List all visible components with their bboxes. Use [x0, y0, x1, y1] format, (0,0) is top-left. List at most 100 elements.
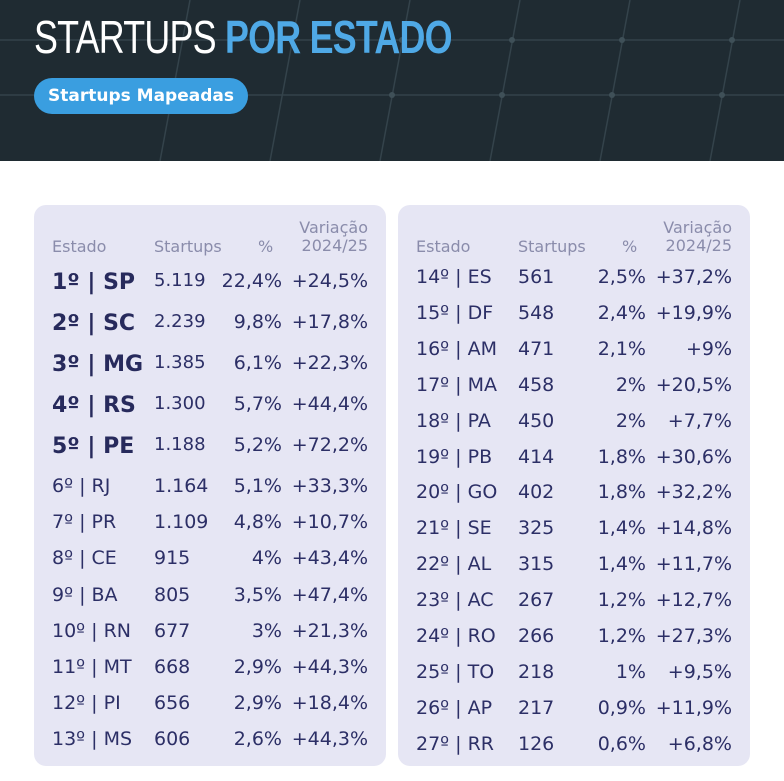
- state-cell: 16º | AM: [416, 337, 498, 360]
- variation-cell: +20,5%: [655, 373, 732, 396]
- table-row: 2º | SC 2.239 9,8% +17,8%: [34, 311, 386, 347]
- variation-cell: +44,3%: [291, 728, 368, 751]
- table-row: 9º | BA 805 3,5% +47,4%: [34, 584, 386, 620]
- variation-cell: +37,2%: [655, 266, 732, 288]
- startups-cell: 325: [518, 517, 555, 540]
- table-row: 6º | RJ 1.164 5,1% +33,3%: [34, 475, 386, 511]
- variation-cell: +7,7%: [667, 409, 732, 432]
- startups-cell: 548: [518, 301, 555, 324]
- variation-cell: +22,3%: [291, 352, 368, 374]
- page-title: STARTUPS POR ESTADO: [34, 11, 453, 63]
- table-panel-right: Estado Startups % Variação 2024/25 14º |…: [398, 205, 750, 766]
- column-header-state: Estado: [416, 237, 471, 256]
- pct-cell: 2,1%: [597, 337, 646, 360]
- title-part-2: POR ESTADO: [225, 11, 453, 63]
- pct-cell: 2%: [615, 373, 646, 396]
- column-header-state: Estado: [52, 237, 107, 256]
- table-row: 14º | ES 561 2,5% +37,2%: [398, 266, 750, 302]
- table-row: 20º | GO 402 1,8% +32,2%: [398, 481, 750, 517]
- variation-cell: +9,5%: [667, 660, 732, 683]
- state-cell: 10º | RN: [52, 619, 132, 642]
- variation-cell: +72,2%: [291, 434, 368, 456]
- column-header-startups: Startups: [154, 237, 222, 256]
- pct-cell: 0,9%: [597, 696, 646, 719]
- pct-cell: 1,4%: [597, 553, 646, 576]
- table-row: 1º | SP 5.119 22,4% +24,5%: [34, 270, 386, 306]
- state-cell: 11º | MT: [52, 656, 132, 678]
- state-cell: 6º | RJ: [52, 475, 111, 497]
- table-row: 8º | CE 915 4% +43,4%: [34, 547, 386, 583]
- startups-cell: 668: [154, 656, 191, 678]
- startups-cell: 126: [518, 732, 555, 755]
- variation-cell: +17,8%: [291, 311, 368, 333]
- startups-cell: 2.239: [154, 311, 206, 332]
- startups-cell: 458: [518, 373, 555, 396]
- state-cell: 2º | SC: [52, 311, 136, 336]
- table-panel-left: Estado Startups % Variação 2024/25 1º | …: [34, 205, 386, 766]
- startups-cell: 656: [154, 692, 191, 715]
- table-row: 27º | RR 126 0,6% +6,8%: [398, 733, 750, 769]
- pct-cell: 2,9%: [233, 692, 282, 715]
- table-row: 21º | SE 325 1,4% +14,8%: [398, 517, 750, 553]
- variation-cell: +24,5%: [291, 270, 368, 292]
- state-cell: 21º | SE: [416, 517, 492, 540]
- table-row: 24º | RO 266 1,2% +27,3%: [398, 625, 750, 661]
- variation-cell: +27,3%: [655, 625, 732, 647]
- startups-cell: 218: [518, 660, 555, 683]
- variation-cell: +10,7%: [291, 511, 368, 534]
- variation-cell: +6,8%: [667, 732, 732, 755]
- column-header-pct: %: [258, 237, 274, 256]
- pct-cell: 0,6%: [597, 732, 646, 755]
- table-row: 16º | AM 471 2,1% +9%: [398, 338, 750, 374]
- variation-cell: +18,4%: [291, 692, 368, 715]
- table-row: 3º | MG 1.385 6,1% +22,3%: [34, 352, 386, 388]
- variation-cell: +11,9%: [655, 696, 732, 719]
- startups-cell: 1.385: [154, 352, 206, 373]
- state-cell: 19º | PB: [416, 445, 493, 468]
- variation-cell: +30,6%: [655, 445, 732, 468]
- pct-cell: 3%: [251, 619, 282, 642]
- pct-cell: 1,8%: [597, 481, 646, 504]
- startups-cell: 402: [518, 481, 555, 504]
- pct-cell: 2,6%: [233, 728, 282, 751]
- header-banner: STARTUPS POR ESTADO Startups Mapeadas: [0, 0, 784, 161]
- table-row: 4º | RS 1.300 5,7% +44,4%: [34, 393, 386, 429]
- table-row: 18º | PA 450 2% +7,7%: [398, 410, 750, 446]
- variation-cell: +44,4%: [291, 393, 368, 415]
- startups-cell: 450: [518, 409, 555, 432]
- variation-cell: +43,4%: [291, 547, 368, 570]
- pct-cell: 1,8%: [597, 445, 646, 468]
- state-cell: 25º | TO: [416, 660, 495, 683]
- pct-cell: 4%: [251, 547, 282, 570]
- pct-cell: 1%: [615, 660, 646, 683]
- pct-cell: 2,5%: [597, 266, 646, 288]
- table-row: 23º | AC 267 1,2% +12,7%: [398, 589, 750, 625]
- pct-cell: 2,4%: [597, 301, 646, 324]
- table-row: 5º | PE 1.188 5,2% +72,2%: [34, 434, 386, 470]
- state-cell: 17º | MA: [416, 373, 498, 396]
- state-cell: 14º | ES: [416, 266, 492, 288]
- variation-cell: +9%: [685, 337, 732, 360]
- variation-cell: +44,3%: [291, 656, 368, 678]
- table-row: 12º | PI 656 2,9% +18,4%: [34, 692, 386, 728]
- grid-decoration: [0, 0, 784, 161]
- subtitle-badge: Startups Mapeadas: [34, 78, 248, 114]
- table-row: 25º | TO 218 1% +9,5%: [398, 661, 750, 697]
- state-cell: 7º | PR: [52, 511, 117, 534]
- variation-cell: +33,3%: [291, 475, 368, 497]
- state-cell: 4º | RS: [52, 393, 136, 418]
- pct-cell: 2,9%: [233, 656, 282, 678]
- column-header-variation: Variação 2024/25: [299, 219, 368, 255]
- state-cell: 12º | PI: [52, 692, 121, 715]
- variation-cell: +14,8%: [655, 517, 732, 540]
- startups-cell: 915: [154, 547, 191, 570]
- table-row: 22º | AL 315 1,4% +11,7%: [398, 553, 750, 589]
- column-header-variation-line2: 2024/25: [301, 236, 368, 255]
- table-row: 7º | PR 1.109 4,8% +10,7%: [34, 511, 386, 547]
- state-cell: 20º | GO: [416, 481, 498, 504]
- title-part-1: STARTUPS: [34, 11, 217, 63]
- table-row: 10º | RN 677 3% +21,3%: [34, 620, 386, 656]
- table-row: 15º | DF 548 2,4% +19,9%: [398, 302, 750, 338]
- pct-cell: 5,1%: [233, 475, 282, 497]
- startups-cell: 677: [154, 619, 191, 642]
